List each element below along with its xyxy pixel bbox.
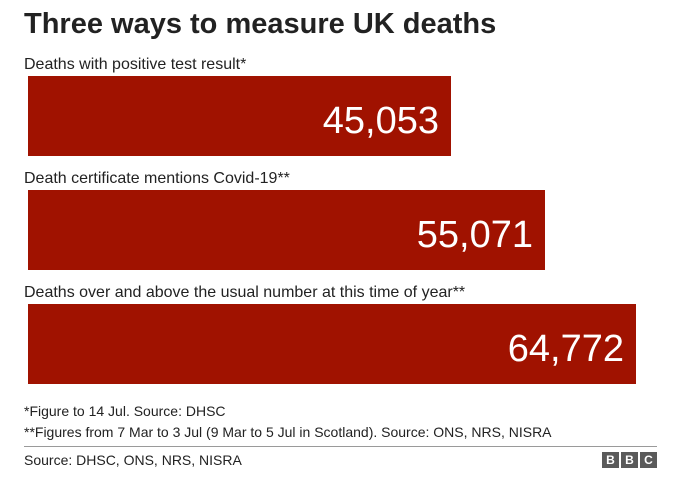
footnote-2: **Figures from 7 Mar to 3 Jul (9 Mar to …: [24, 424, 552, 440]
footer-divider: [24, 446, 657, 447]
footnote-1: *Figure to 14 Jul. Source: DHSC: [24, 403, 226, 419]
source-text: Source: DHSC, ONS, NRS, NISRA: [24, 452, 242, 468]
bar-label: Deaths over and above the usual number a…: [24, 284, 466, 301]
bar-value-label: 55,071: [416, 214, 533, 256]
bar-label: Death certificate mentions Covid-19**: [24, 170, 290, 187]
bbc-logo-letter: C: [640, 452, 657, 468]
bar: 64,772: [28, 304, 636, 384]
bbc-logo-letter: B: [602, 452, 619, 468]
bar-value-label: 64,772: [507, 328, 624, 370]
bar: 45,053: [28, 76, 451, 156]
chart-title: Three ways to measure UK deaths: [24, 8, 497, 40]
bar-value-label: 45,053: [322, 100, 439, 142]
bbc-logo-letter: B: [621, 452, 638, 468]
bar: 55,071: [28, 190, 545, 270]
bbc-logo: B B C: [602, 452, 657, 468]
bar-label: Deaths with positive test result*: [24, 56, 247, 73]
